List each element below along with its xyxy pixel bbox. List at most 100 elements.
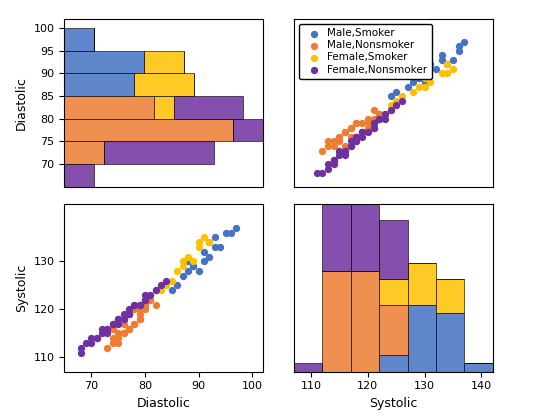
Female,Nonsmoker (358, 129, 367, 136)
Point (119, 315, 128, 322)
Male,Smoker (414, 75, 423, 81)
Female,Smoker (443, 70, 452, 77)
Female,Nonsmoker (358, 134, 367, 140)
Male,Smoker (432, 66, 441, 72)
Female,Nonsmoker (329, 156, 338, 163)
Point (141, 306, 150, 312)
Y-axis label: Diastolic: Diastolic (15, 76, 28, 130)
Point (194, 239, 203, 245)
Point (211, 244, 220, 250)
Female,Nonsmoker (346, 143, 355, 150)
Bar (64, 28, 94, 51)
Point (178, 272, 187, 279)
Female,Nonsmoker (392, 102, 401, 108)
Male,Nonsmoker (375, 116, 384, 122)
Male,Nonsmoker (363, 120, 372, 127)
Male,Smoker (437, 56, 446, 63)
Bar (64, 164, 94, 187)
Point (167, 277, 176, 284)
Point (124, 325, 133, 332)
Male,Nonsmoker (375, 111, 384, 118)
Point (226, 229, 235, 236)
Male,Nonsmoker (386, 106, 395, 113)
Bar (294, 363, 323, 372)
Point (216, 244, 225, 250)
Male,Nonsmoker (380, 111, 389, 118)
Bar (323, 271, 351, 372)
Male,Smoker (420, 79, 429, 86)
Male,Nonsmoker (340, 129, 349, 136)
Point (135, 315, 144, 322)
Female,Smoker (414, 84, 423, 90)
Point (141, 297, 150, 303)
Female,Smoker (398, 93, 407, 100)
Point (135, 311, 144, 318)
Point (211, 234, 220, 241)
Male,Smoker (420, 66, 429, 72)
Point (114, 320, 123, 327)
Male,Nonsmoker (375, 111, 384, 118)
Point (92, 335, 101, 341)
Point (146, 297, 155, 303)
Point (189, 263, 198, 270)
Point (119, 330, 128, 337)
Point (108, 339, 117, 346)
Point (119, 320, 128, 327)
Bar (144, 51, 184, 74)
Male,Smoker (426, 61, 435, 68)
Male,Nonsmoker (346, 124, 355, 131)
Point (157, 287, 166, 294)
Point (130, 301, 139, 308)
Male,Smoker (392, 88, 401, 95)
Point (135, 315, 144, 322)
Male,Nonsmoker (324, 138, 333, 145)
Male,Nonsmoker (346, 134, 355, 140)
Point (124, 325, 133, 332)
Bar (408, 262, 436, 304)
Point (194, 244, 203, 250)
Female,Nonsmoker (369, 124, 378, 131)
Point (184, 268, 193, 274)
Female,Nonsmoker (386, 106, 395, 113)
Male,Smoker (409, 79, 418, 86)
Point (151, 301, 160, 308)
Bar (379, 355, 408, 372)
Male,Nonsmoker (340, 129, 349, 136)
Male,Smoker (414, 75, 423, 81)
Female,Nonsmoker (340, 147, 349, 154)
Female,Smoker (409, 88, 418, 95)
Male,Nonsmoker (335, 134, 344, 140)
Female,Nonsmoker (352, 138, 361, 145)
Bar (436, 313, 464, 372)
Female,Smoker (420, 75, 429, 81)
Bar (379, 304, 408, 355)
Point (157, 282, 166, 289)
Point (135, 306, 144, 312)
Male,Nonsmoker (358, 120, 367, 127)
Point (92, 335, 101, 341)
Point (205, 239, 214, 245)
Y-axis label: Systolic: Systolic (15, 263, 28, 312)
Point (151, 287, 160, 294)
Point (205, 253, 214, 260)
Female,Nonsmoker (329, 156, 338, 163)
Female,Nonsmoker (369, 124, 378, 131)
Male,Nonsmoker (335, 138, 344, 145)
Female,Nonsmoker (398, 97, 407, 104)
Male,Smoker (443, 61, 452, 68)
Bar (379, 279, 408, 304)
Point (114, 339, 123, 346)
Point (87, 339, 96, 346)
Point (108, 335, 117, 341)
Female,Nonsmoker (318, 170, 327, 177)
Female,Smoker (449, 66, 458, 72)
Point (103, 325, 112, 332)
Point (130, 301, 139, 308)
Point (157, 282, 166, 289)
Point (108, 320, 117, 327)
Male,Nonsmoker (329, 143, 338, 150)
Point (103, 325, 112, 332)
Point (114, 315, 123, 322)
Female,Smoker (420, 84, 429, 90)
Male,Smoker (403, 84, 412, 90)
